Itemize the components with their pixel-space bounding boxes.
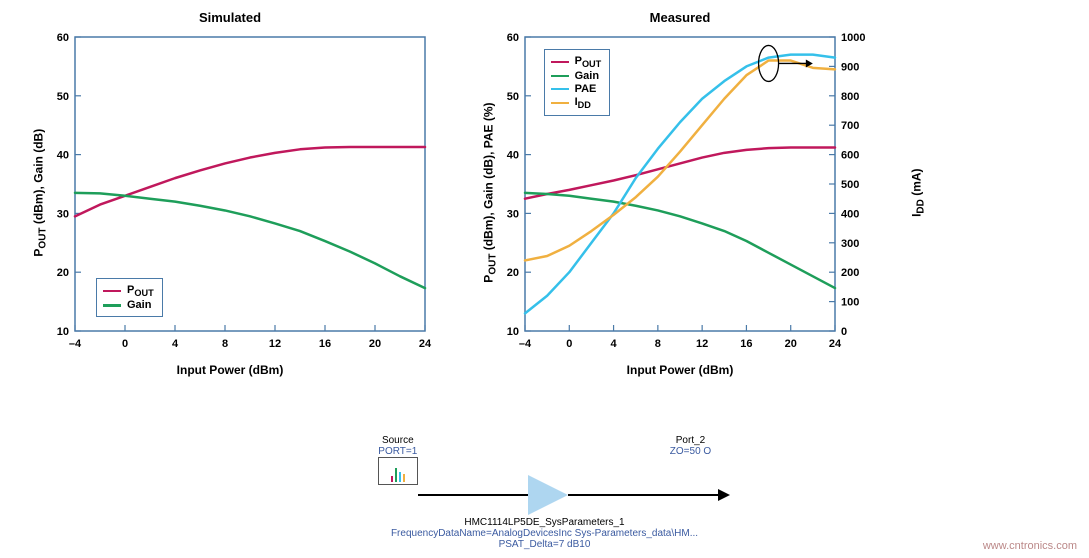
svg-text:0: 0 <box>566 338 572 350</box>
svg-text:20: 20 <box>57 267 69 279</box>
svg-text:12: 12 <box>269 338 281 350</box>
svg-text:8: 8 <box>655 338 661 350</box>
svg-text:10: 10 <box>57 326 69 338</box>
svg-text:–4: –4 <box>69 338 82 350</box>
svg-text:20: 20 <box>785 338 797 350</box>
amp-line2: FrequencyDataName=AnalogDevicesInc Sys-P… <box>391 528 698 539</box>
svg-text:400: 400 <box>841 208 859 220</box>
block-diagram: Source PORT=1 Port_2 ZO=50 O HMC <box>0 435 1089 550</box>
legend-item: Gain <box>551 70 602 82</box>
svg-text:4: 4 <box>611 338 618 350</box>
legend-item: IDD <box>551 96 602 110</box>
svg-text:8: 8 <box>222 338 228 350</box>
svg-text:24: 24 <box>419 338 432 350</box>
svg-text:30: 30 <box>507 208 519 220</box>
right-chart-title: Measured <box>470 10 890 25</box>
svg-text:16: 16 <box>319 338 331 350</box>
svg-text:12: 12 <box>696 338 708 350</box>
svg-text:24: 24 <box>829 338 842 350</box>
amplifier-icon <box>528 475 568 515</box>
right-chart-block: Measured –404812162024102030405060010020… <box>470 10 890 377</box>
svg-text:600: 600 <box>841 150 859 162</box>
svg-text:1000: 1000 <box>841 32 865 44</box>
watermark: www.cntronics.com <box>983 540 1077 552</box>
svg-text:40: 40 <box>507 150 519 162</box>
right-xlabel: Input Power (dBm) <box>470 363 890 377</box>
y2-axis-label: IDD (mA) <box>909 143 926 243</box>
left-chart-block: Simulated –4 0 4 8 12 16 20 24 10 20 30 40 50 60 POUT … <box>20 10 440 377</box>
left-chart-title: Simulated <box>20 10 440 25</box>
left-xlabel: Input Power (dBm) <box>20 363 440 377</box>
source-icon <box>378 457 418 485</box>
svg-text:4: 4 <box>172 338 179 350</box>
svg-text:700: 700 <box>841 120 859 132</box>
svg-text:20: 20 <box>507 267 519 279</box>
legend-item: Gain <box>103 299 154 311</box>
svg-text:0: 0 <box>122 338 128 350</box>
port2-zo: ZO=50 O <box>670 446 711 457</box>
svg-text:60: 60 <box>507 32 519 44</box>
svg-text:50: 50 <box>507 91 519 103</box>
amp-name: HMC1114LP5DE_SysParameters_1 <box>464 517 624 528</box>
svg-text:10: 10 <box>507 326 519 338</box>
svg-text:60: 60 <box>57 32 69 44</box>
legend: POUTGainPAEIDD <box>544 49 611 116</box>
svg-text:300: 300 <box>841 238 859 250</box>
svg-text:500: 500 <box>841 179 859 191</box>
legend-item: POUT <box>103 284 154 298</box>
legend-item: PAE <box>551 83 602 95</box>
svg-text:40: 40 <box>57 150 69 162</box>
svg-text:16: 16 <box>740 338 752 350</box>
source-port-text: PORT=1 <box>378 446 417 457</box>
y-axis-label: POUT (dBm), Gain (dB), PAE (%) <box>481 103 498 283</box>
svg-text:30: 30 <box>57 208 69 220</box>
svg-text:200: 200 <box>841 267 859 279</box>
svg-text:0: 0 <box>841 326 847 338</box>
svg-text:50: 50 <box>57 91 69 103</box>
legend-item: POUT <box>551 55 602 69</box>
svg-text:900: 900 <box>841 61 859 73</box>
svg-text:100: 100 <box>841 297 859 309</box>
wire-1 <box>418 494 528 496</box>
y-axis-label: POUT (dBm), Gain (dB) <box>31 103 48 283</box>
port2-label: Port_2 <box>676 435 705 446</box>
right-chart: –404812162024102030405060010020030040050… <box>470 29 890 359</box>
left-chart: –4 0 4 8 12 16 20 24 10 20 30 40 50 60 POUT (dBm), Gai… <box>20 29 440 359</box>
svg-text:800: 800 <box>841 91 859 103</box>
svg-text:–4: –4 <box>519 338 532 350</box>
arrow-head-icon <box>718 489 730 501</box>
wire-2 <box>568 494 718 496</box>
source-label: Source <box>382 435 414 446</box>
legend: POUTGain <box>96 278 163 317</box>
svg-text:20: 20 <box>369 338 381 350</box>
amp-line3: PSAT_Delta=7 dB10 <box>499 539 591 550</box>
